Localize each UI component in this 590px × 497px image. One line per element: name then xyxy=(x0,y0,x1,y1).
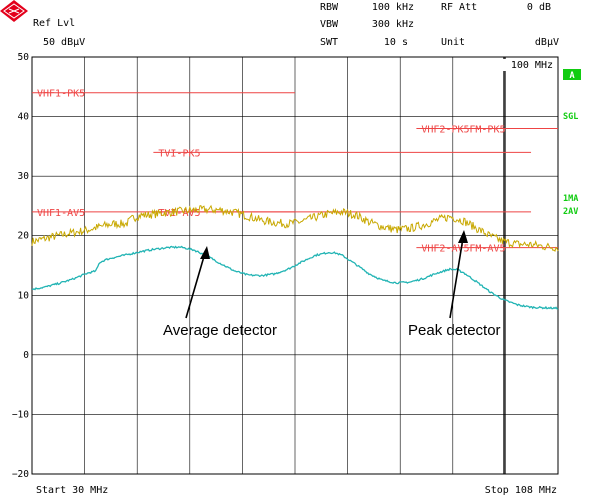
average-trace xyxy=(31,245,559,310)
vbw-value: 300 kHz xyxy=(372,19,414,30)
limit-line-label: VHF2-PK5 xyxy=(421,124,469,135)
limit-line-label: FM-AV5 xyxy=(469,244,505,255)
y-tick-label: 30 xyxy=(18,171,30,182)
arrow-head-icon xyxy=(200,246,210,259)
unit-value: dBµV xyxy=(535,37,559,48)
y-tick-label: 40 xyxy=(18,112,30,123)
rbw-label: RBW xyxy=(320,2,339,13)
unit-label: Unit xyxy=(441,37,465,48)
limit-lines: VHF1-PK5 TVI-PK5 VHF2-PK5 FM-PK5 VHF1-AV5 TVI… xyxy=(32,89,558,255)
limit-line-label: VHF2-AV5 xyxy=(421,244,469,255)
vbw-label: VBW xyxy=(320,19,339,30)
limit-line-label: TVI-PK5 xyxy=(158,148,200,159)
limit-line-label: FM-PK5 xyxy=(469,124,505,135)
peak-detector-annotation: Peak detector xyxy=(408,230,501,339)
single-sweep-label: SGL xyxy=(563,112,578,122)
rohde-schwarz-logo-icon xyxy=(0,0,28,22)
peak-detector-label: Peak detector xyxy=(408,322,501,339)
peak-trace xyxy=(31,204,559,253)
rf-attenuation-value: 0 dB xyxy=(527,2,551,13)
grid-lines xyxy=(32,57,558,474)
spectrum-chart: 50 40 30 20 10 0 −10 −20 VHF1-PK5 TVI-PK5 VHF2-PK… xyxy=(12,52,559,480)
ref-level-label: Ref Lvl xyxy=(33,18,75,29)
ref-level-value: 50 dBµV xyxy=(43,37,85,48)
start-frequency: Start 30 MHz xyxy=(36,485,108,496)
trace-a-badge xyxy=(563,69,581,80)
marker-frequency-bg xyxy=(500,59,555,71)
average-detector-label: Average detector xyxy=(163,322,277,339)
y-tick-label: 0 xyxy=(23,350,29,361)
trace1-detector-label: 1MA xyxy=(563,194,578,204)
stop-frequency: Stop 108 MHz xyxy=(485,485,557,496)
y-tick-label: −10 xyxy=(12,409,29,420)
y-tick-label: 20 xyxy=(18,231,30,242)
sweep-time-value: 10 s xyxy=(384,37,408,48)
limit-line-label: TVI-AV5 xyxy=(158,208,200,219)
y-tick-label: −20 xyxy=(12,469,29,480)
y-tick-label: 50 xyxy=(18,52,30,63)
rbw-value: 100 kHz xyxy=(372,2,414,13)
traces xyxy=(31,204,559,310)
trace-a-badge-label: A xyxy=(569,71,574,81)
limit-line-label: VHF1-AV5 xyxy=(37,208,85,219)
trace2-detector-label: 2AV xyxy=(563,207,578,217)
average-detector-annotation: Average detector xyxy=(163,246,277,339)
rf-attenuation-label: RF Att xyxy=(441,2,477,13)
limit-line-label: VHF1-PK5 xyxy=(37,89,85,100)
y-axis-ticks: 50 40 30 20 10 0 −10 −20 xyxy=(12,52,29,480)
sweep-time-label: SWT xyxy=(320,37,338,48)
arrow-head-icon xyxy=(458,230,468,243)
y-tick-label: 10 xyxy=(18,290,30,301)
marker-frequency: 100 MHz xyxy=(511,60,553,71)
